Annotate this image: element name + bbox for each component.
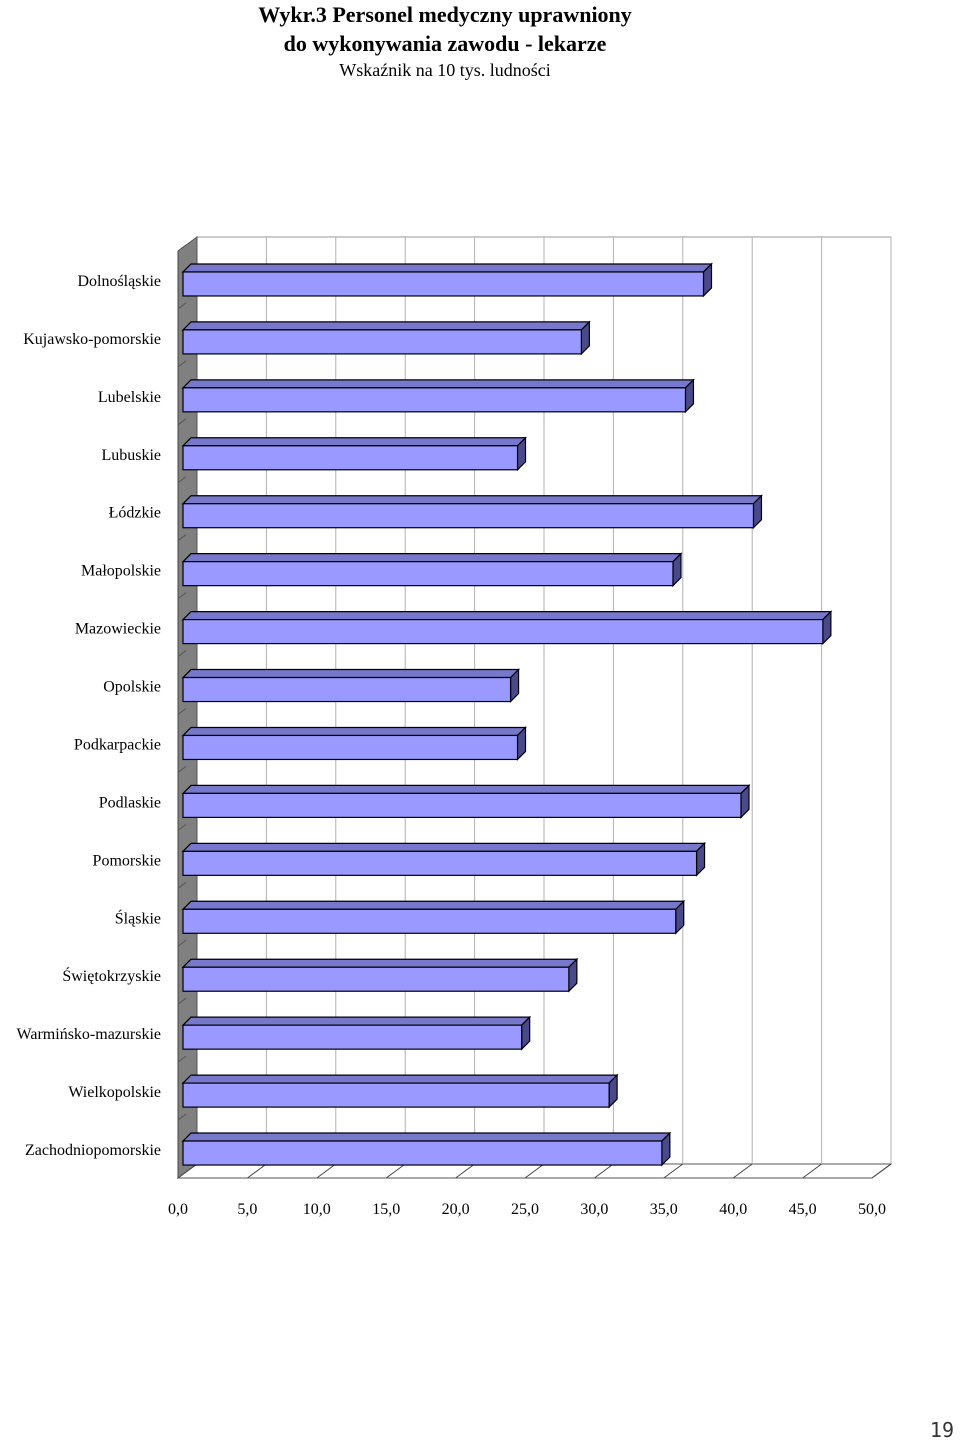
bar (182, 1024, 523, 1050)
bar (182, 792, 742, 819)
bar (182, 561, 674, 587)
category-label: Podlaskie (99, 794, 161, 811)
bar-top (181, 553, 683, 563)
category-label: Opolskie (103, 679, 161, 696)
y-tick (177, 823, 187, 831)
bar-top (181, 437, 527, 447)
y-tick (177, 302, 187, 310)
floor-tick (594, 1163, 614, 1179)
floor-tick (247, 1163, 267, 1179)
bar-top (181, 900, 686, 910)
category-label: Kujawsko-pomorskie (23, 331, 161, 348)
bar-top (181, 263, 713, 273)
bar-top (181, 958, 579, 968)
y-tick (177, 1113, 187, 1121)
y-tick (177, 476, 187, 484)
y-tick (177, 997, 187, 1005)
x-tick-label: 35,0 (650, 1201, 678, 1218)
bar (182, 908, 677, 934)
x-tick-label: 40,0 (719, 1201, 747, 1218)
category-label: Zachodniopomorskie (25, 1142, 161, 1159)
bar (182, 387, 687, 413)
floor-tick (385, 1163, 406, 1179)
x-tick-label: 25,0 (511, 1201, 539, 1218)
bar-top (181, 726, 527, 737)
category-label: Mazowieckie (75, 621, 161, 638)
category-label: Lubelskie (98, 389, 161, 406)
y-tick (177, 1171, 187, 1179)
bar (182, 271, 705, 297)
floor-tick (802, 1163, 822, 1179)
y-tick (177, 939, 187, 947)
x-tick-label: 30,0 (580, 1201, 608, 1218)
bar (182, 676, 512, 703)
bar (182, 503, 755, 529)
bar-top (181, 842, 707, 852)
category-label: Śląskie (115, 908, 161, 927)
page-number: 19 (929, 1418, 954, 1442)
x-tick-label: 5,0 (237, 1201, 257, 1218)
floor-tick (524, 1163, 545, 1179)
bar-top (181, 668, 521, 679)
bar-top (181, 495, 763, 505)
category-label: Małopolskie (81, 563, 161, 580)
bar (182, 966, 570, 992)
bar-top (181, 1074, 619, 1084)
bar (182, 329, 582, 355)
category-label: Pomorskie (93, 852, 161, 869)
y-tick (177, 1055, 187, 1063)
chart-title-block: Wykr.3 Personel medyczny uprawniony do w… (0, 0, 890, 82)
floor-tick (732, 1163, 753, 1179)
category-label: Łódzkie (109, 505, 161, 522)
bar-top (181, 610, 833, 621)
bar-top (181, 784, 751, 795)
x-tick-label: 10,0 (303, 1201, 331, 1218)
category-label: Warmińsko-mazurskie (17, 1026, 161, 1043)
category-label: Wielkopolskie (68, 1084, 161, 1101)
y-tick (177, 881, 187, 889)
bar (182, 734, 519, 761)
bar (182, 618, 824, 645)
bar (182, 850, 698, 876)
bar-top (181, 379, 695, 389)
y-tick (177, 244, 187, 252)
x-tick-label: 0,0 (168, 1201, 188, 1218)
category-label: Podkarpackie (74, 736, 161, 753)
chart-subtitle: Wskaźnik na 10 tys. ludności (339, 60, 551, 80)
category-label: Dolnośląskie (77, 273, 161, 290)
bar (182, 445, 519, 471)
bar-top (181, 1132, 672, 1142)
x-tick-label: 50,0 (858, 1201, 886, 1218)
bar (182, 1140, 663, 1166)
floor-tick (316, 1163, 337, 1179)
category-label: Lubuskie (101, 447, 161, 464)
y-tick (177, 534, 187, 542)
floor-tick (663, 1163, 684, 1179)
bar-top (181, 1016, 532, 1026)
y-tick (177, 592, 187, 600)
category-label: Świętokrzyskie (62, 966, 161, 985)
chart-title-line2: do wykonywania zawodu - lekarze (283, 31, 607, 56)
x-tick-label: 20,0 (442, 1201, 470, 1218)
floor-tick (455, 1163, 475, 1179)
bar (182, 1082, 610, 1108)
bar-chart: 0,0 5,0 10,0 15,0 20,0 25,0 30,0 35,0 40,0 45,0 50… (17, 236, 893, 1218)
bar-top (181, 321, 591, 331)
chart-title-line1: Wykr.3 Personel medyczny uprawniony (258, 2, 632, 27)
y-tick (177, 418, 187, 426)
floor-tick (871, 1163, 892, 1179)
y-tick (177, 650, 187, 657)
y-tick (177, 360, 187, 368)
y-tick (177, 708, 187, 715)
x-tick-label: 15,0 (372, 1201, 400, 1218)
y-tick (177, 766, 187, 773)
x-tick-label: 45,0 (789, 1201, 817, 1218)
